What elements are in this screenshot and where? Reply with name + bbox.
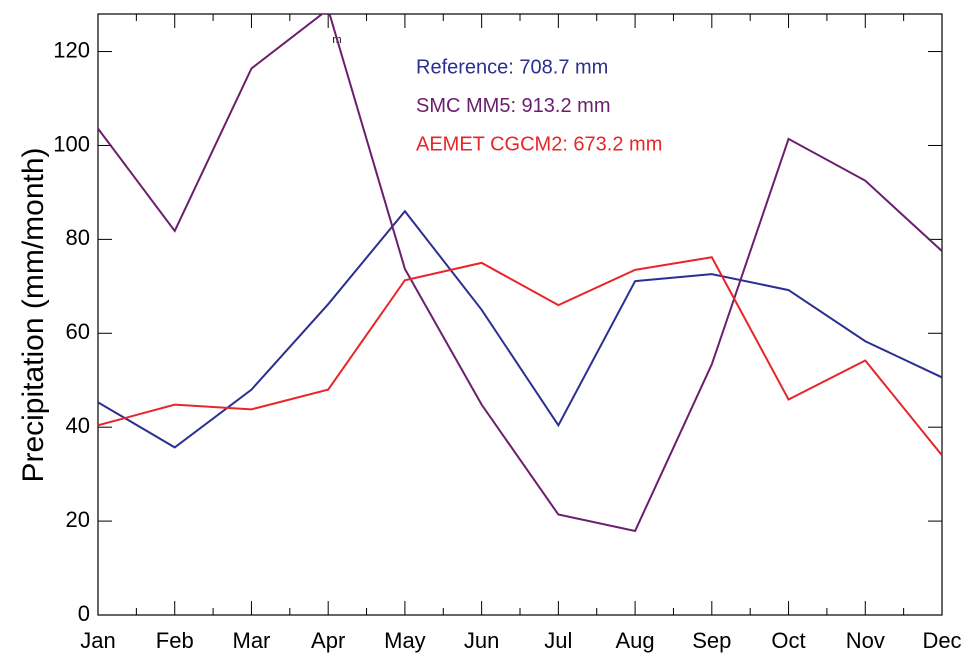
y-tick-label: 80 [66,225,90,250]
x-tick-label: Jan [80,628,115,653]
x-tick-label: May [384,628,426,653]
y-tick-label: 100 [53,131,90,156]
y-axis-label: Precipitation (mm/month) [17,147,50,482]
y-tick-label: 0 [78,601,90,626]
series-line [98,209,942,449]
y-tick-label: 120 [53,37,90,62]
series-line [98,256,942,456]
y-tick-label: 20 [66,507,90,532]
x-tick-label: Jul [544,628,572,653]
x-tick-label: Apr [311,628,345,653]
x-tick-label: Dec [922,628,961,653]
legend-label: SMC MM5: 913.2 mm [416,95,610,117]
x-tick-label: Aug [616,628,655,653]
x-tick-label: Jun [464,628,499,653]
series-line [98,14,942,533]
y-tick-label: 40 [66,413,90,438]
x-tick-label: Sep [692,628,731,653]
x-tick-label: Oct [771,628,805,653]
x-tick-label: Mar [233,628,271,653]
legend-label: AEMET CGCM2: 673.2 mm [416,133,662,155]
x-tick-label: Nov [846,628,885,653]
x-tick-label: Feb [156,628,194,653]
legend-label: Reference: 708.7 mm [416,56,608,78]
plot-area [98,14,942,533]
y-tick-label: 60 [66,319,90,344]
